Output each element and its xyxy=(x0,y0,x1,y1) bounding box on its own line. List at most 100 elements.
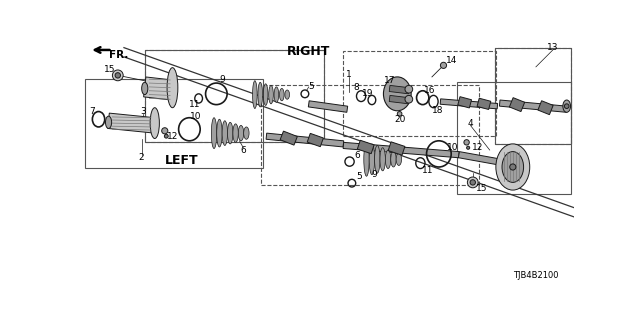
Ellipse shape xyxy=(280,88,284,101)
Ellipse shape xyxy=(380,148,385,171)
Text: 6: 6 xyxy=(355,151,360,160)
Ellipse shape xyxy=(274,87,279,102)
Circle shape xyxy=(509,164,516,170)
Text: 13: 13 xyxy=(547,43,559,52)
Text: RIGHT: RIGHT xyxy=(287,45,330,58)
Ellipse shape xyxy=(244,127,249,139)
Text: 12: 12 xyxy=(472,143,483,152)
Ellipse shape xyxy=(364,142,369,176)
Bar xyxy=(458,82,570,194)
Polygon shape xyxy=(477,98,491,109)
Text: 6: 6 xyxy=(241,146,246,155)
Circle shape xyxy=(440,62,447,68)
Text: 11: 11 xyxy=(189,100,200,109)
Polygon shape xyxy=(499,100,567,112)
Bar xyxy=(344,52,496,136)
Text: 3: 3 xyxy=(140,107,146,116)
Text: 5: 5 xyxy=(308,83,314,92)
Ellipse shape xyxy=(369,144,374,175)
Bar xyxy=(495,48,570,144)
Ellipse shape xyxy=(227,122,233,144)
Circle shape xyxy=(467,146,470,149)
Circle shape xyxy=(464,140,469,145)
Polygon shape xyxy=(509,98,525,112)
Circle shape xyxy=(405,85,413,93)
Circle shape xyxy=(162,128,168,134)
Ellipse shape xyxy=(563,100,570,112)
Ellipse shape xyxy=(263,84,268,105)
Polygon shape xyxy=(388,142,405,155)
Polygon shape xyxy=(143,77,173,100)
Bar xyxy=(86,79,262,168)
Ellipse shape xyxy=(285,90,289,99)
Bar xyxy=(145,50,324,142)
Bar xyxy=(261,84,479,185)
Ellipse shape xyxy=(391,152,396,167)
Text: LEFT: LEFT xyxy=(165,154,198,166)
Text: FR.: FR. xyxy=(109,50,128,60)
Polygon shape xyxy=(266,133,344,147)
Circle shape xyxy=(470,180,476,185)
Ellipse shape xyxy=(106,116,111,129)
Ellipse shape xyxy=(217,119,222,147)
Text: TJB4B2100: TJB4B2100 xyxy=(513,271,559,280)
Ellipse shape xyxy=(141,82,148,95)
Polygon shape xyxy=(458,97,472,108)
Ellipse shape xyxy=(258,82,262,107)
Text: 10: 10 xyxy=(447,143,458,152)
Ellipse shape xyxy=(496,144,530,190)
Ellipse shape xyxy=(396,153,401,165)
Text: 1: 1 xyxy=(346,70,351,79)
Text: 7: 7 xyxy=(90,107,95,116)
Polygon shape xyxy=(458,152,498,164)
Polygon shape xyxy=(308,101,348,112)
Text: 14: 14 xyxy=(445,56,457,65)
Text: 9: 9 xyxy=(220,75,225,84)
Ellipse shape xyxy=(238,125,244,141)
Text: 17: 17 xyxy=(384,76,396,85)
Circle shape xyxy=(115,73,120,78)
Text: 8: 8 xyxy=(354,83,360,92)
Ellipse shape xyxy=(211,118,217,148)
Text: 20: 20 xyxy=(395,115,406,124)
Ellipse shape xyxy=(150,108,159,139)
Ellipse shape xyxy=(233,124,238,142)
Text: 16: 16 xyxy=(424,86,435,95)
Ellipse shape xyxy=(167,68,178,108)
Circle shape xyxy=(164,134,168,138)
Polygon shape xyxy=(389,85,409,94)
Circle shape xyxy=(397,112,402,116)
Text: 15: 15 xyxy=(476,184,488,193)
Polygon shape xyxy=(307,133,323,147)
Text: 11: 11 xyxy=(422,166,434,175)
Circle shape xyxy=(467,177,478,188)
Ellipse shape xyxy=(253,81,257,108)
Polygon shape xyxy=(538,101,553,115)
Text: 9: 9 xyxy=(371,170,377,179)
Circle shape xyxy=(564,104,569,108)
Text: 4: 4 xyxy=(468,119,473,128)
Polygon shape xyxy=(389,95,409,104)
Ellipse shape xyxy=(269,85,273,104)
Polygon shape xyxy=(280,131,298,145)
Text: 18: 18 xyxy=(431,106,443,115)
Text: 15: 15 xyxy=(104,65,115,74)
Bar xyxy=(495,48,570,144)
Polygon shape xyxy=(108,113,156,133)
Text: 12: 12 xyxy=(167,132,178,141)
Ellipse shape xyxy=(374,145,380,173)
Text: 19: 19 xyxy=(362,89,374,98)
Text: 2: 2 xyxy=(139,153,145,162)
Polygon shape xyxy=(357,140,374,154)
Ellipse shape xyxy=(222,121,227,145)
Bar xyxy=(145,50,324,142)
Ellipse shape xyxy=(502,152,524,182)
Polygon shape xyxy=(440,99,498,109)
Circle shape xyxy=(405,95,413,103)
Ellipse shape xyxy=(385,150,391,169)
Ellipse shape xyxy=(383,77,411,111)
Circle shape xyxy=(113,70,123,81)
Text: 5: 5 xyxy=(356,172,362,181)
Text: 10: 10 xyxy=(190,112,202,121)
Polygon shape xyxy=(343,142,459,158)
